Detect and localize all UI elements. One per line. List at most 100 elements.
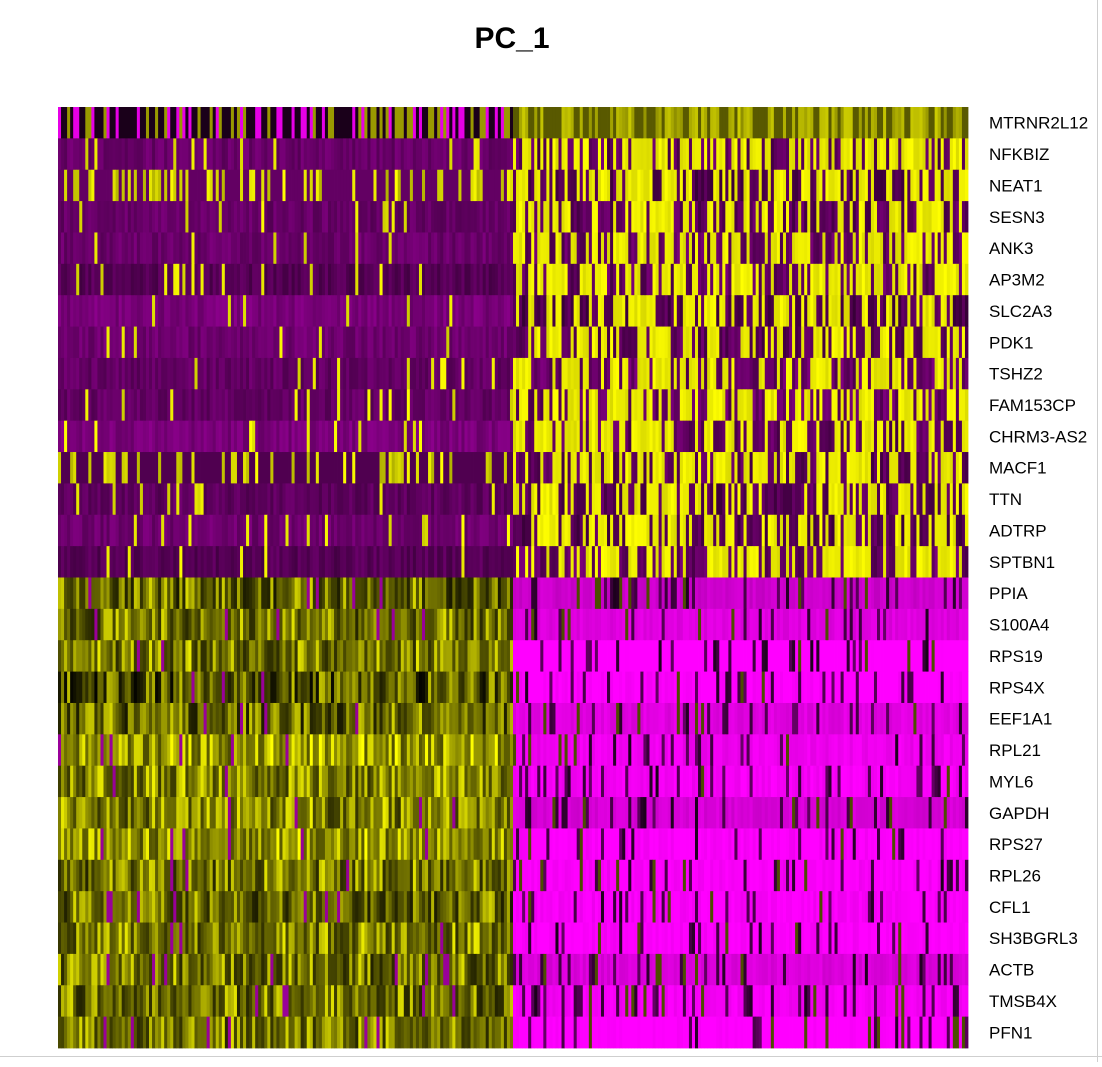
heatmap-cell <box>640 514 644 547</box>
heatmap-cell <box>158 232 162 265</box>
heatmap-cell <box>297 389 302 422</box>
heatmap-cell <box>679 326 684 359</box>
heatmap-cell <box>273 263 277 296</box>
heatmap-cell <box>919 483 923 516</box>
heatmap-cell <box>531 514 535 547</box>
heatmap-cell <box>279 201 283 233</box>
heatmap-cell <box>961 201 966 233</box>
heatmap-cell <box>619 608 623 641</box>
heatmap-cell <box>109 577 113 610</box>
heatmap-cell <box>801 389 805 422</box>
heatmap-cell <box>691 514 696 547</box>
heatmap-cell <box>255 420 259 453</box>
heatmap-cell <box>710 201 714 233</box>
heatmap-cell <box>240 608 244 641</box>
heatmap-cell <box>227 608 232 641</box>
heatmap-cell <box>412 295 417 327</box>
heatmap-cell <box>285 326 289 359</box>
heatmap-cell <box>155 357 159 390</box>
heatmap-cell <box>479 577 484 610</box>
heatmap-cell <box>610 608 614 641</box>
heatmap-cell <box>88 420 92 453</box>
heatmap-cell <box>443 107 447 139</box>
heatmap-cell <box>682 107 687 139</box>
heatmap-cell <box>203 357 208 390</box>
heatmap-cell <box>255 107 259 139</box>
heatmap-cell <box>236 107 241 139</box>
heatmap-cell <box>482 295 487 327</box>
heatmap-cell <box>564 263 568 296</box>
heatmap-cell <box>76 577 80 610</box>
heatmap-cell <box>604 389 608 422</box>
heatmap-cell <box>224 483 229 516</box>
heatmap-cell <box>482 107 487 139</box>
heatmap-cell <box>704 263 708 296</box>
heatmap-cell <box>249 295 253 327</box>
heatmap-cell <box>619 326 623 359</box>
heatmap-cell <box>892 295 896 327</box>
heatmap-cell <box>397 169 402 202</box>
heatmap-cell <box>218 420 223 453</box>
heatmap-cell <box>607 232 611 265</box>
heatmap-cell <box>255 357 259 390</box>
heatmap-cell <box>194 326 198 359</box>
heatmap-cell <box>889 452 893 484</box>
heatmap-cell <box>940 326 945 359</box>
heatmap-cell <box>115 201 120 233</box>
heatmap-cell <box>807 138 811 171</box>
heatmap-cell <box>179 483 183 516</box>
heatmap-cell <box>919 389 923 422</box>
heatmap-cell <box>737 169 741 202</box>
heatmap-cell <box>880 577 884 610</box>
heatmap-cell <box>294 483 299 516</box>
heatmap-cell <box>776 107 781 139</box>
heatmap-cell <box>916 263 920 296</box>
heatmap-cell <box>585 389 590 422</box>
heatmap-cell <box>331 138 335 171</box>
heatmap-cell <box>100 263 104 296</box>
heatmap-cell <box>258 608 262 641</box>
heatmap-cell <box>886 295 890 327</box>
heatmap-cell <box>579 357 584 390</box>
heatmap-cell <box>767 138 772 171</box>
heatmap-cell <box>431 263 435 296</box>
heatmap-cell <box>158 295 162 327</box>
heatmap-cell <box>640 169 644 202</box>
heatmap-cell <box>883 169 887 202</box>
heatmap-cell <box>279 577 283 610</box>
heatmap-cell <box>482 514 487 547</box>
heatmap-cell <box>497 420 502 453</box>
heatmap-cell <box>200 420 204 453</box>
heatmap-cell <box>361 483 365 516</box>
heatmap-cell <box>855 295 860 327</box>
heatmap-cell <box>516 608 520 641</box>
heatmap-cell <box>67 232 71 265</box>
heatmap-cell <box>476 420 481 453</box>
heatmap-cell <box>883 389 887 422</box>
heatmap-cell <box>127 138 132 171</box>
heatmap-cell <box>755 577 760 610</box>
heatmap-cell <box>318 546 323 578</box>
heatmap-cell <box>461 577 465 610</box>
heatmap-cell <box>182 483 186 516</box>
heatmap-cell <box>740 546 744 578</box>
heatmap-cell <box>867 357 872 390</box>
heatmap-cell <box>346 389 350 422</box>
heatmap-cell <box>503 389 508 422</box>
heatmap-cell <box>276 546 280 578</box>
heatmap-cell <box>588 483 593 516</box>
heatmap-cell <box>761 295 766 327</box>
heatmap-cell <box>813 295 817 327</box>
heatmap-cell <box>804 420 808 453</box>
heatmap-cell <box>246 232 250 265</box>
heatmap-cell <box>682 420 687 453</box>
heatmap-cell <box>115 452 120 484</box>
heatmap-cell <box>737 263 741 296</box>
heatmap-cell <box>403 546 408 578</box>
heatmap-cell <box>846 483 851 516</box>
heatmap-cell <box>746 577 750 610</box>
heatmap-cell <box>631 326 635 359</box>
heatmap-cell <box>409 263 414 296</box>
heatmap-cell <box>152 357 156 390</box>
heatmap-cell <box>546 514 550 547</box>
